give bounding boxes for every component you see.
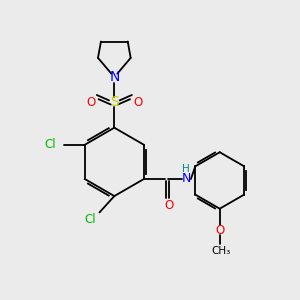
Text: O: O xyxy=(86,96,95,109)
Text: O: O xyxy=(133,96,142,109)
Text: Cl: Cl xyxy=(45,138,56,151)
Text: O: O xyxy=(215,224,224,238)
Text: O: O xyxy=(165,199,174,212)
Text: CH₃: CH₃ xyxy=(212,246,231,256)
Text: Cl: Cl xyxy=(84,213,96,226)
Text: N: N xyxy=(182,172,191,185)
Text: N: N xyxy=(109,70,119,84)
Text: H: H xyxy=(182,164,190,175)
Text: S: S xyxy=(110,95,119,110)
